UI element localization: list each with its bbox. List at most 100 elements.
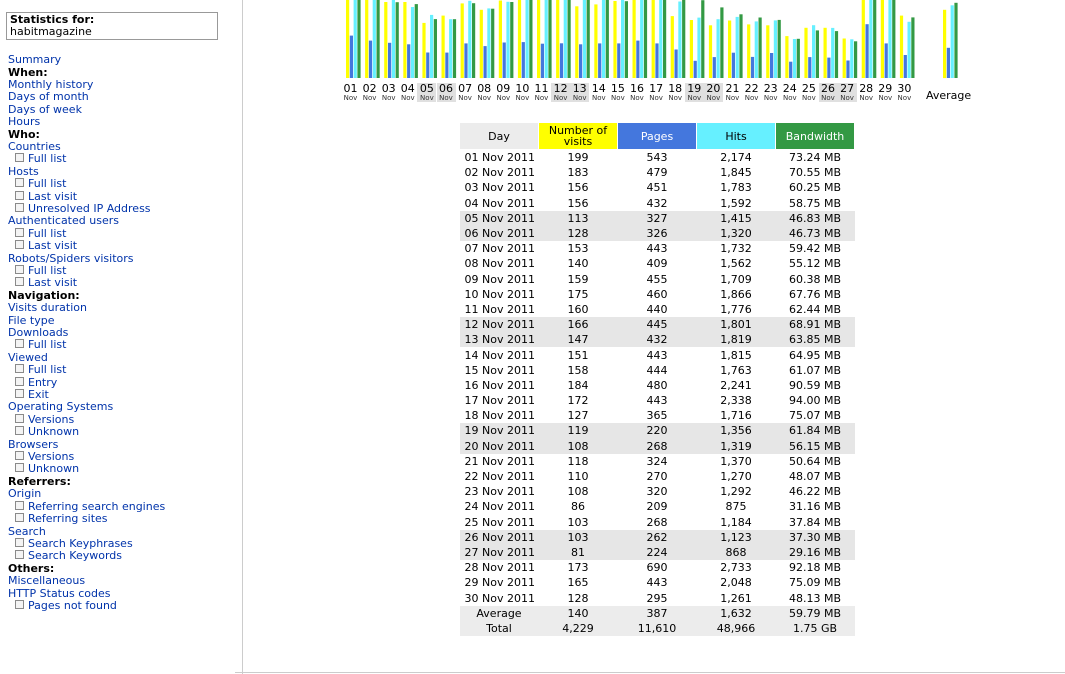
cell-pages: 443	[646, 576, 668, 590]
x-tick-day: 24	[782, 82, 797, 95]
bar-number-of-visits-28	[861, 0, 865, 78]
bar-pages-27	[846, 60, 850, 78]
bar-hits-17	[659, 0, 663, 78]
bar-hits-06	[449, 19, 453, 78]
x-tick-day: 14	[591, 82, 606, 95]
menu-os-link[interactable]: Operating Systems	[8, 400, 114, 413]
menu-http-status-link[interactable]: HTTP Status codes	[8, 587, 111, 600]
menu-viewed-full-list-link[interactable]: Full list	[15, 364, 66, 376]
bar-bandwidth-11	[548, 0, 552, 78]
cell-day: 26 Nov 2011	[459, 529, 539, 545]
menu-summary-link[interactable]: Summary	[8, 53, 62, 66]
x-tick-day: 12	[553, 82, 568, 95]
menu-robots-link[interactable]: Robots/Spiders visitors	[8, 252, 134, 265]
cell-hits: 1,320	[696, 225, 776, 242]
bar-number-of-visits-27	[842, 38, 846, 78]
menu-auth-full-list-link[interactable]: Full list	[15, 228, 66, 240]
menu-os-unknown-link[interactable]: Unknown	[15, 426, 79, 438]
bar-hits-08	[487, 8, 491, 78]
menu-robots-last-visit-link[interactable]: Last visit	[15, 277, 77, 289]
bar-bandwidth-22	[758, 17, 762, 78]
menu-auth-users-link[interactable]: Authenticated users	[8, 214, 119, 227]
menu-misc-link[interactable]: Miscellaneous	[8, 574, 86, 587]
cell-visits: 128	[538, 225, 618, 242]
menu-downloads-full-list-link[interactable]: Full list	[15, 339, 66, 351]
cell-pages: 224	[617, 544, 697, 561]
menu-viewed-entry-link[interactable]: Entry	[15, 377, 57, 389]
menu-browsers-versions-link[interactable]: Versions	[15, 451, 74, 463]
menu-auth-last-visit-link[interactable]: Last visit	[15, 240, 77, 252]
bar-hits-26	[831, 27, 835, 78]
menu-search-link[interactable]: Search	[8, 525, 46, 538]
bar-hits-29	[888, 0, 892, 78]
menu-viewed-exit-link[interactable]: Exit	[15, 389, 49, 401]
menu-pages-not-found-link[interactable]: Pages not found	[15, 600, 117, 612]
bar-number-of-visits-25	[804, 27, 808, 78]
cell-day: 16 Nov 2011	[464, 378, 535, 392]
cell-day: 01 Nov 2011	[464, 151, 535, 165]
menu-file-type-link[interactable]: File type	[8, 314, 55, 327]
cell-bandwidth: 64.95 MB	[788, 348, 842, 362]
x-tick-month: Nov	[687, 94, 702, 102]
menu-search-keyphrases-link[interactable]: Search Keyphrases	[15, 538, 133, 550]
cell-day: 23 Nov 2011	[464, 485, 535, 499]
bar-number-of-visits-30	[899, 15, 904, 79]
cell-pages: 432	[646, 196, 668, 210]
menu-hosts-unresolved-link[interactable]: Unresolved IP Address	[15, 203, 151, 215]
bar-average-pages	[946, 47, 950, 78]
menu-browsers-link[interactable]: Browsers	[8, 438, 59, 451]
menu-origin-link[interactable]: Origin	[8, 487, 42, 500]
cell-bandwidth: 29.16 MB	[775, 544, 855, 561]
menu-hosts-last-visit-link[interactable]: Last visit	[15, 191, 77, 203]
menu-search-keywords-link[interactable]: Search Keywords	[15, 550, 122, 562]
x-tick-label-23: 23 Nov	[761, 83, 780, 102]
menu-robots-full-list-link[interactable]: Full list	[15, 265, 66, 277]
bar-pages-03	[388, 42, 392, 78]
bar-number-of-visits-06	[441, 15, 445, 79]
menu-viewed-link[interactable]: Viewed	[8, 351, 48, 364]
bar-pages-09	[502, 42, 506, 78]
cell-day: 25 Nov 2011	[464, 515, 535, 529]
menu-monthly-history-link[interactable]: Monthly history	[8, 78, 94, 91]
menu-days-of-month-link[interactable]: Days of month	[8, 90, 89, 103]
cell-hits: 1,356	[696, 423, 776, 439]
bar-number-of-visits-19	[689, 20, 693, 78]
cell-hits: 1,845	[720, 166, 752, 180]
bar-bandwidth-24	[796, 38, 800, 78]
menu-os-versions-link[interactable]: Versions	[15, 414, 74, 426]
menu-visits-duration-link[interactable]: Visits duration	[8, 301, 87, 314]
table-row: 16 Nov 2011 184 480 2,241 90.59 MB	[460, 378, 855, 393]
bar-bandwidth-20	[720, 7, 724, 78]
bar-pages-19	[693, 60, 697, 78]
menu-hours-link[interactable]: Hours	[8, 115, 41, 128]
bar-number-of-visits-13	[575, 6, 579, 78]
menu-days-of-week-link[interactable]: Days of week	[8, 103, 82, 116]
cell-visits: 159	[567, 272, 589, 286]
menu-hosts-full-list-link[interactable]: Full list	[15, 178, 66, 190]
bar-pages-01	[349, 35, 353, 78]
table-row: 04 Nov 2011 156 432 1,592 58.75 MB	[460, 196, 855, 211]
cell-pages: 445	[617, 317, 697, 333]
x-tick-month: Nov	[496, 94, 511, 102]
cell-visits: 108	[567, 485, 589, 499]
cell-visits: 158	[567, 363, 589, 377]
x-tick-day: 10	[515, 82, 530, 95]
cell-pages: 365	[646, 409, 668, 423]
menu-browsers-unknown-link[interactable]: Unknown	[15, 463, 79, 475]
cell-pages: 295	[646, 591, 668, 605]
table-row: 07 Nov 2011 153 443 1,732 59.42 MB	[460, 241, 855, 256]
menu-countries-full-list-link[interactable]: Full list	[15, 153, 66, 165]
cell-visits: 103	[538, 529, 618, 545]
days-of-month-chart: 01 Nov 02 Nov 03 Nov 04 Nov 05 Nov 06 Nov 07 Nov 08 Nov…	[340, 0, 980, 108]
menu-countries-link[interactable]: Countries	[8, 140, 61, 153]
cell-bandwidth: 56.15 MB	[775, 438, 855, 454]
table-row: 26 Nov 2011 103 262 1,123 37.30 MB	[459, 529, 855, 545]
bar-pages-28	[865, 24, 869, 78]
menu-ref-sites-link[interactable]: Referring sites	[15, 513, 108, 525]
list-icon	[15, 451, 24, 460]
bar-number-of-visits-09	[498, 0, 502, 78]
menu-downloads-link[interactable]: Downloads	[8, 326, 69, 339]
cell-visits: 113	[538, 210, 618, 226]
menu-hosts-link[interactable]: Hosts	[8, 165, 39, 178]
menu-ref-search-engines-link[interactable]: Referring search engines	[15, 501, 165, 513]
